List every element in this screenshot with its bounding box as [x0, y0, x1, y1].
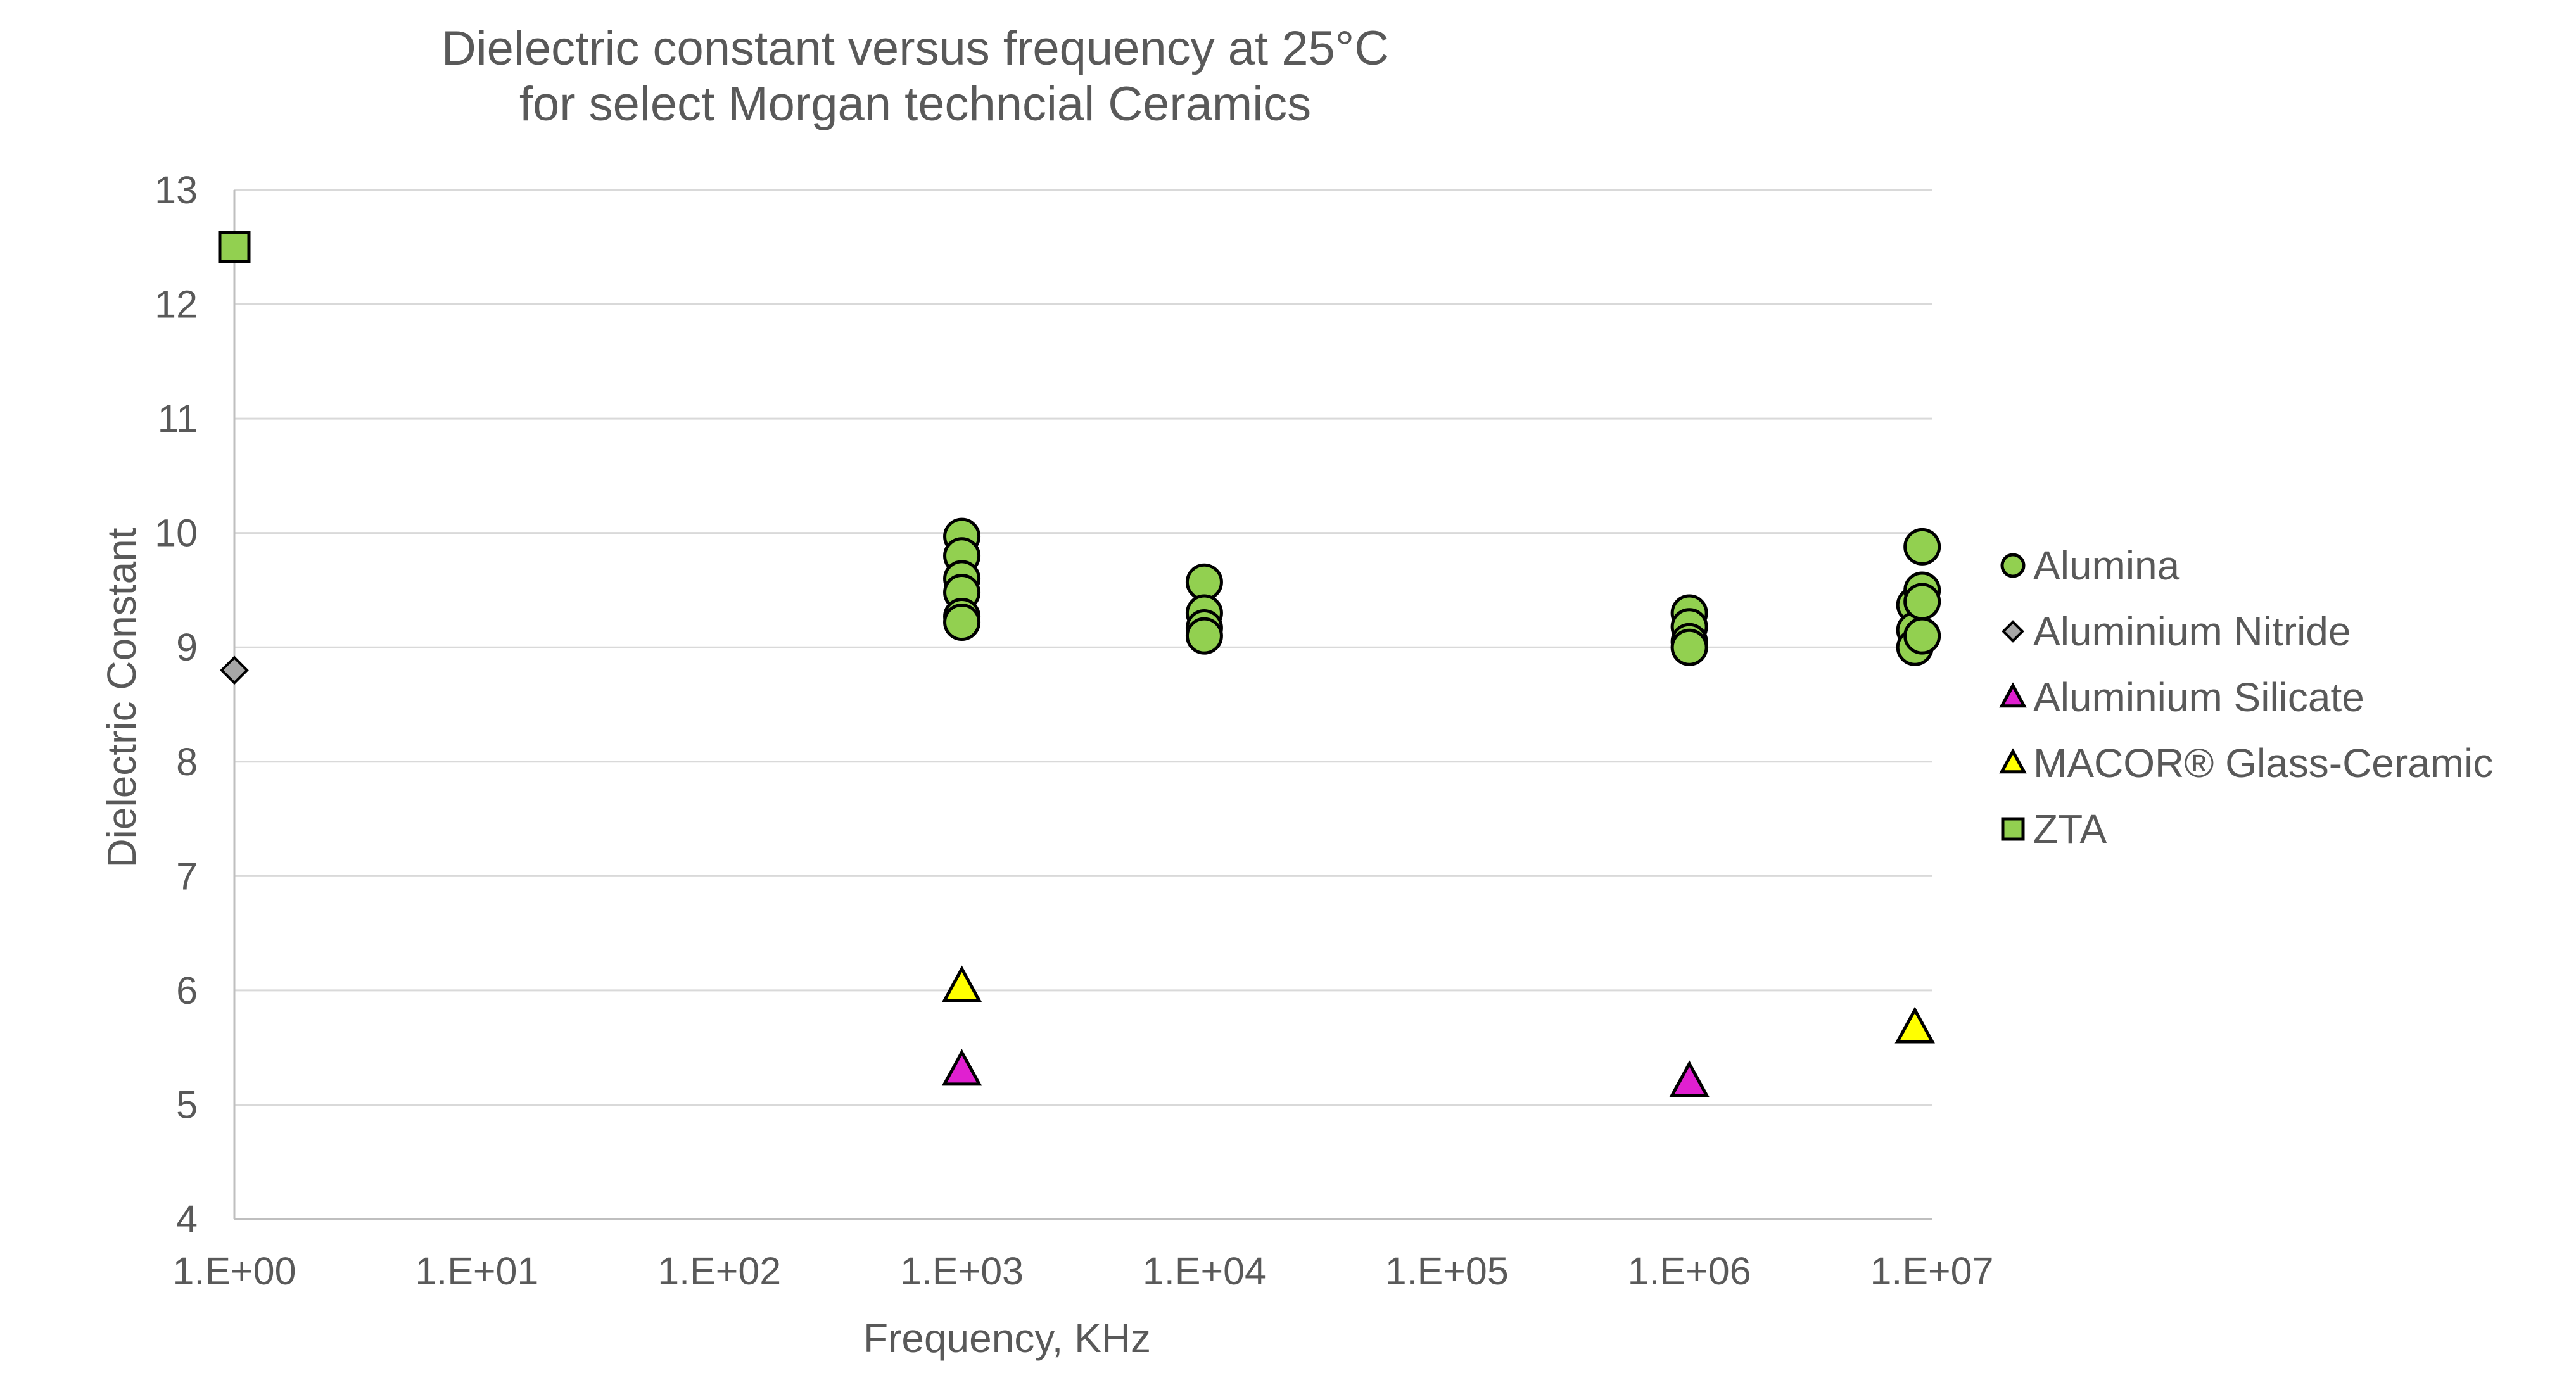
- data-point-aluminium-silicate: [941, 1049, 982, 1086]
- x-tick-label: 1.E+02: [657, 1249, 781, 1293]
- legend-marker-macor-glass-ceramic: [1999, 748, 2027, 774]
- y-tick-label: 13: [155, 168, 198, 212]
- x-tick-label: 1.E+06: [1628, 1249, 1751, 1293]
- tick-labels: 4 5 6 7 8 9 10 11 12 13 1.E+00 1.E+01 1.E+02 1.E+03 1.…: [155, 168, 1993, 1293]
- y-tick-label: 7: [176, 854, 198, 897]
- axes: [233, 190, 1932, 1220]
- data-point-alumina: [1903, 528, 1941, 566]
- data-point-macor-glass-ceramic: [941, 965, 982, 1002]
- x-tick-label: 1.E+04: [1143, 1249, 1266, 1293]
- data-point-alumina: [1185, 563, 1223, 601]
- data-point-aluminium-nitride: [220, 655, 249, 685]
- chart-title-line-1: Dielectric constant versus frequency at …: [441, 22, 1389, 75]
- y-tick-label: 11: [158, 397, 198, 440]
- x-tick-label: 1.E+03: [900, 1249, 1024, 1293]
- data-point-alumina: [1670, 628, 1708, 666]
- y-tick-label: 6: [176, 969, 198, 1012]
- legend-label-alumina: Alumina: [2033, 543, 2180, 588]
- y-tick-label: 5: [176, 1083, 198, 1126]
- data-point-alumina: [943, 604, 981, 641]
- legend-marker-aluminium-nitride: [2002, 620, 2024, 643]
- data-point-alumina: [1185, 617, 1223, 655]
- y-tick-label: 8: [176, 740, 198, 783]
- legend-marker-aluminium-silicate: [1999, 682, 2027, 708]
- legend-label-macor-glass-ceramic: MACOR® Glass-Ceramic: [2033, 740, 2493, 786]
- grid-lines: [234, 189, 1932, 1106]
- data-points: [218, 231, 1941, 1097]
- data-point-macor-glass-ceramic: [1894, 1006, 1935, 1044]
- legend: Alumina Aluminium Nitride Aluminium Silica…: [1999, 543, 2493, 852]
- legend-marker-zta: [2001, 817, 2025, 841]
- x-tick-label: 1.E+00: [172, 1249, 296, 1293]
- x-tick-label: 1.E+05: [1385, 1249, 1509, 1293]
- y-tick-label: 9: [176, 626, 198, 669]
- chart-title-line-2: for select Morgan techncial Ceramics: [519, 77, 1311, 131]
- y-axis-label: Dielectric Constant: [99, 528, 144, 868]
- x-axis-label: Frequency, KHz: [863, 1315, 1151, 1361]
- y-tick-label: 4: [176, 1198, 198, 1241]
- x-tick-label: 1.E+01: [415, 1249, 538, 1293]
- legend-label-aluminium-nitride: Aluminium Nitride: [2033, 609, 2351, 654]
- legend-label-zta: ZTA: [2033, 806, 2107, 852]
- y-tick-label: 12: [155, 283, 198, 326]
- legend-label-aluminium-silicate: Aluminium Silicate: [2033, 674, 2364, 720]
- data-point-zta: [218, 231, 251, 263]
- data-point-aluminium-silicate: [1669, 1060, 1710, 1097]
- y-tick-label: 10: [155, 512, 198, 555]
- legend-marker-alumina: [2000, 553, 2026, 578]
- x-tick-label: 1.E+07: [1870, 1249, 1993, 1293]
- data-point-alumina: [1903, 583, 1941, 621]
- data-point-alumina: [1903, 617, 1941, 655]
